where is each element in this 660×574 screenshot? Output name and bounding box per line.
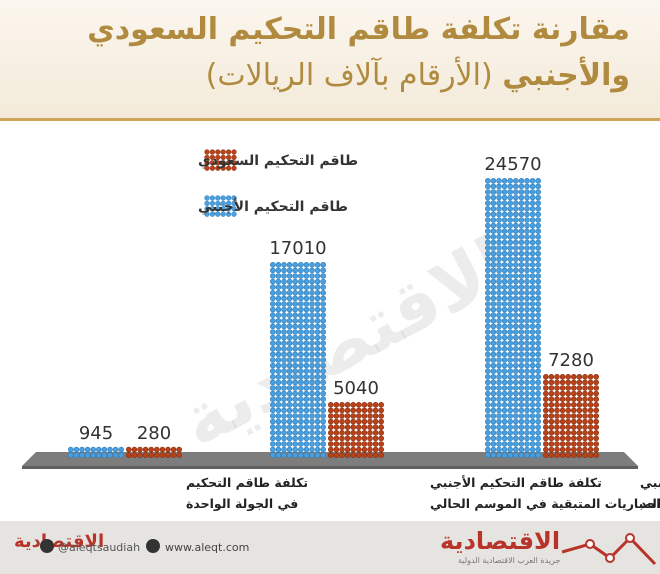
category-label: تكلفة طاقم التحكيم: [186, 475, 308, 490]
data-label: 945: [79, 423, 113, 444]
bar-saudi-1: [327, 401, 385, 459]
footer-logo-sub: جريدة العرب الاقتصادية الدولية: [458, 556, 561, 565]
category-label: تكلفة طاقم التحكيم الأجنبي: [640, 475, 660, 490]
category-label: في المباريات المتبقية في الموسم الحالي: [430, 496, 660, 511]
legend-label: طاقم التحكيم الأجنبي: [198, 198, 348, 215]
category-label: تكلفة طاقم التحكيم الأجنبي: [430, 475, 602, 490]
bar-foreign-1: [269, 261, 327, 459]
footer-logo-main: الاقتصادية: [440, 527, 561, 555]
data-label: 5040: [333, 378, 379, 399]
data-label: 24570: [484, 154, 541, 175]
globe-icon[interactable]: [146, 539, 160, 553]
category-label: في الجولة الواحدة: [186, 496, 298, 511]
footer-handle[interactable]: @aleqtsaudiah: [58, 541, 141, 554]
footer-logo-left: الاقتصادية: [14, 531, 105, 552]
chart-title: مقارنة تكلفة طاقم التحكيم السعودي: [87, 12, 630, 47]
footer-bar: [0, 521, 660, 574]
bar-foreign-0: [68, 446, 124, 459]
header-divider: [0, 118, 660, 121]
chart-subtitle: والأجنبي (الأرقام بآلاف الريالات): [206, 58, 630, 93]
labels: 945 17010 24570 280 5040 7280 تكلفة طاقم التحك…: [79, 154, 660, 511]
title-line2-rest: (الأرقام بآلاف الريالات): [205, 58, 493, 93]
legend-label: طاقم التحكيم السعودي: [198, 153, 358, 170]
footer-website[interactable]: www.aleqt.com: [165, 541, 250, 554]
data-label: 7280: [548, 350, 594, 371]
baseline-slab-edge: [22, 466, 638, 469]
category-label: في الموسم الواحد: [640, 496, 660, 511]
bar-saudi-0: [126, 446, 182, 459]
header-banner: [0, 0, 660, 118]
trend-line-icon: [561, 533, 657, 566]
bar-foreign-2: [484, 178, 542, 459]
data-label: 280: [137, 423, 171, 444]
bar-saudi-2: [542, 373, 600, 459]
legend-swatch: [204, 149, 237, 171]
legend-swatch: [204, 195, 237, 217]
legend: طاقم التحكيم السعودي طاقم التحكيم الأجنبي: [198, 149, 358, 217]
twitter-icon[interactable]: [40, 539, 54, 553]
bars: [22, 178, 638, 469]
title-line2-bold: والأجنبي: [502, 58, 630, 93]
data-label: 17010: [269, 238, 326, 259]
